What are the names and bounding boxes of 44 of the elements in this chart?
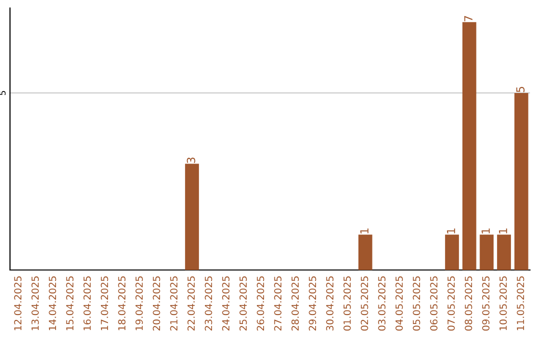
x-tick-label: 19.04.2025: [135, 276, 143, 330]
x-tick-label: 06.05.2025: [430, 276, 438, 331]
x-tick-label: 25.04.2025: [239, 276, 247, 331]
x-tick-label: 17.04.2025: [100, 276, 108, 330]
x-tick-label: 07.05.2025: [447, 276, 455, 331]
x-tick-label: 26.04.2025: [256, 276, 264, 331]
x-tick-label: 21.04.2025: [170, 276, 178, 331]
x-tick-label: 13.04.2025: [31, 276, 39, 330]
x-tick-label: 16.04.2025: [83, 276, 91, 330]
bar: [514, 92, 528, 270]
bar: [462, 22, 476, 270]
x-tick-label: 18.04.2025: [118, 276, 126, 330]
data-label: 7: [464, 16, 472, 22]
data-label: 1: [446, 228, 456, 234]
x-tick-label: 01.05.2025: [343, 276, 351, 331]
x-tick-label: 27.04.2025: [274, 276, 282, 331]
x-tick-label: 12.04.2025: [14, 276, 22, 330]
bar: [358, 234, 372, 270]
x-tick-label: 14.04.2025: [48, 276, 56, 330]
x-tick-label: 24.04.2025: [222, 276, 230, 331]
x-tick-label: 02.05.2025: [360, 276, 368, 331]
x-tick-label: 04.05.2025: [395, 276, 403, 331]
x-tick-label: 08.05.2025: [464, 276, 472, 331]
x-tick-label: 10.05.2025: [499, 276, 507, 330]
data-label: 1: [498, 228, 508, 234]
data-label: 3: [186, 158, 196, 163]
bar: [185, 164, 199, 270]
data-label: 1: [482, 228, 490, 234]
bar: [497, 234, 511, 270]
x-tick-label: 03.05.2025: [378, 276, 386, 331]
bar: [480, 234, 494, 270]
x-tick-label: 29.04.2025: [308, 276, 316, 331]
x-tick-label: 05.05.2025: [412, 276, 420, 331]
data-label: 1: [360, 228, 368, 234]
data-label: 5: [516, 86, 525, 92]
x-tick-label: 28.04.2025: [291, 276, 299, 331]
bar: [445, 234, 459, 270]
x-tick-label: 15.04.2025: [66, 276, 74, 330]
x-tick-label: 20.04.2025: [152, 276, 160, 331]
x-tick-label: 22.04.2025: [187, 276, 195, 331]
x-tick-label: 23.04.2025: [204, 276, 212, 331]
x-tick-label: 09.05.2025: [482, 276, 490, 331]
x-tick-label: 11.05.2025: [516, 276, 524, 330]
x-tick-label: 30.04.2025: [326, 276, 334, 330]
